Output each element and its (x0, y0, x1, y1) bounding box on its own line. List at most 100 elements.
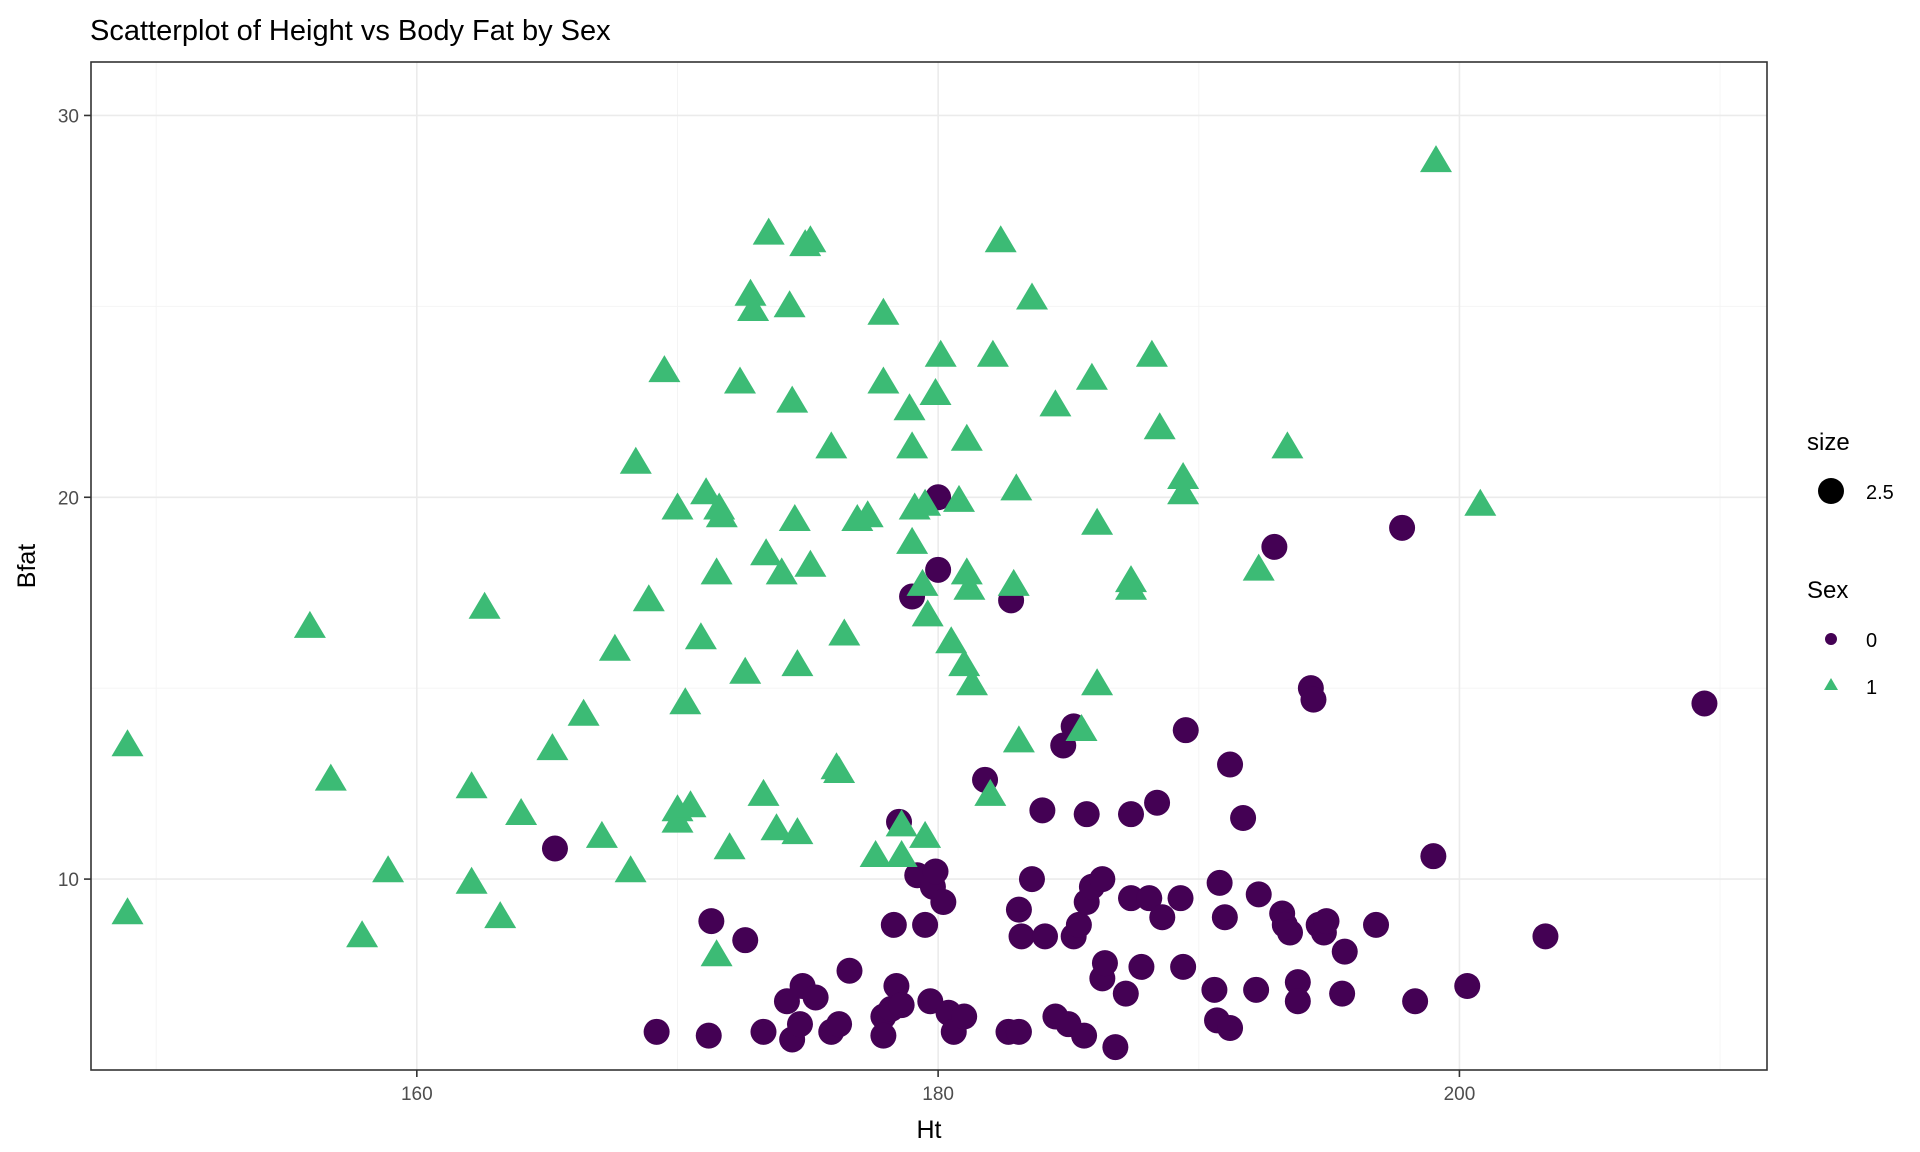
data-point-sex-1 (956, 668, 988, 696)
data-point-sex-0 (1091, 950, 1118, 977)
data-point-sex-1 (700, 939, 733, 967)
data-point-sex-0 (698, 908, 725, 935)
data-point-sex-1 (976, 339, 1009, 367)
data-point-sex-0 (1018, 866, 1045, 893)
data-point-sex-0 (1261, 533, 1288, 560)
data-point-sex-1 (1039, 389, 1072, 417)
data-point-sex-0 (1167, 885, 1194, 912)
data-point-sex-1 (885, 809, 918, 837)
data-point-sex-1 (997, 568, 1030, 596)
x-tick-label: 160 (401, 1084, 433, 1105)
legend-label-sex-0: 0 (1866, 630, 1877, 652)
data-point-sex-1 (781, 649, 814, 677)
data-point-sex-0 (1277, 919, 1304, 946)
data-point-sex-0 (750, 1018, 777, 1045)
data-point-sex-1 (752, 217, 785, 245)
data-point-sex-0 (1313, 908, 1340, 935)
plot-panel-border (90, 61, 1768, 1071)
data-point-sex-0 (1089, 866, 1116, 893)
data-point-sex-0 (643, 1018, 670, 1045)
data-point-sex-1 (943, 484, 975, 512)
data-point-sex-1 (974, 778, 1007, 806)
x-tick-label: 180 (922, 1084, 954, 1105)
data-point-sex-1 (896, 431, 929, 459)
data-point-sex-1 (1464, 488, 1497, 516)
data-point-sex-1 (893, 393, 926, 421)
data-point-sex-0 (1118, 801, 1145, 828)
data-point-sex-1 (661, 492, 694, 520)
data-point-sex-0 (1112, 980, 1139, 1007)
data-point-sex-0 (1284, 988, 1311, 1015)
data-point-sex-1 (111, 729, 144, 757)
data-point-sex-1 (778, 504, 811, 531)
data-point-sex-1 (911, 599, 944, 627)
data-point-sex-0 (1211, 904, 1238, 931)
data-point-sex-0 (1389, 514, 1416, 541)
data-point-sex-0 (1284, 969, 1311, 996)
data-point-sex-0 (1217, 751, 1244, 778)
data-point-sex-0 (802, 984, 829, 1011)
data-point-sex-0 (1363, 911, 1390, 938)
data-point-sex-1 (935, 626, 968, 654)
data-point-sex-1 (750, 538, 783, 566)
data-point-sex-1 (950, 423, 983, 451)
data-point-sex-1 (885, 840, 918, 867)
data-point-sex-0 (1201, 976, 1228, 1003)
data-point-sex-0 (1245, 881, 1272, 908)
data-point-sex-1 (1081, 507, 1114, 535)
data-point-sex-1 (760, 813, 793, 841)
data-point-sex-0 (1206, 869, 1233, 896)
data-point-sex-0 (1118, 885, 1145, 912)
chart-title: Scatterplot of Height vs Body Fat by Sex (90, 15, 611, 47)
data-point-sex-0 (1136, 885, 1163, 912)
data-point-sex-1 (1167, 462, 1200, 489)
data-point-sex-0 (1071, 1022, 1098, 1049)
x-tick-label: 200 (1444, 1084, 1476, 1105)
data-point-sex-1 (455, 866, 488, 894)
data-point-sex-1 (729, 656, 762, 684)
data-point-sex-1 (919, 378, 952, 405)
data-point-sex-1 (614, 855, 647, 883)
data-point-sex-0 (1102, 1034, 1129, 1061)
data-point-sex-1 (632, 584, 665, 612)
x-axis-title: Ht (917, 1116, 942, 1144)
data-point-sex-1 (823, 756, 856, 783)
data-point-sex-1 (1167, 477, 1200, 505)
data-point-sex-0 (1128, 953, 1155, 980)
data-point-sex-0 (1005, 1018, 1032, 1045)
data-point-sex-0 (1532, 923, 1559, 950)
y-axis-ticks: 10 20 30 (58, 106, 91, 891)
data-point-sex-1 (648, 355, 681, 383)
data-point-sex-1 (111, 897, 144, 925)
data-point-sex-0 (1073, 801, 1100, 828)
data-point-sex-1 (794, 225, 827, 253)
data-point-sex-0 (1008, 923, 1035, 950)
legend-size-title: size (1807, 429, 1850, 456)
data-point-sex-1 (924, 339, 957, 367)
data-point-sex-0 (912, 911, 939, 938)
data-point-sex-1 (455, 771, 488, 799)
data-point-sex-1 (737, 294, 770, 321)
data-point-sex-1 (700, 557, 733, 585)
data-point-sex-1 (314, 763, 347, 791)
data-point-sex-0 (1402, 988, 1429, 1015)
data-point-sex-0 (1420, 843, 1447, 870)
data-point-sex-1 (984, 225, 1017, 253)
data-point-sex-0 (1170, 953, 1197, 980)
data-point-sex-1 (781, 817, 814, 845)
data-point-sex-1 (468, 591, 501, 619)
legend-key-sex-0 (1825, 633, 1837, 645)
data-point-sex-1 (1075, 362, 1108, 390)
data-point-sex-1 (1271, 431, 1304, 459)
data-point-sex-1 (765, 557, 798, 585)
data-point-sex-1 (815, 431, 848, 459)
data-point-sex-0 (1031, 923, 1058, 950)
data-point-sex-1 (1420, 145, 1452, 173)
data-points (111, 145, 1718, 1061)
data-point-sex-0 (1331, 938, 1358, 965)
data-point-sex-0 (1005, 896, 1032, 923)
data-point-sex-1 (713, 832, 746, 860)
data-point-sex-1 (734, 278, 767, 306)
data-point-sex-0 (951, 1003, 978, 1030)
data-point-sex-1 (705, 500, 738, 528)
